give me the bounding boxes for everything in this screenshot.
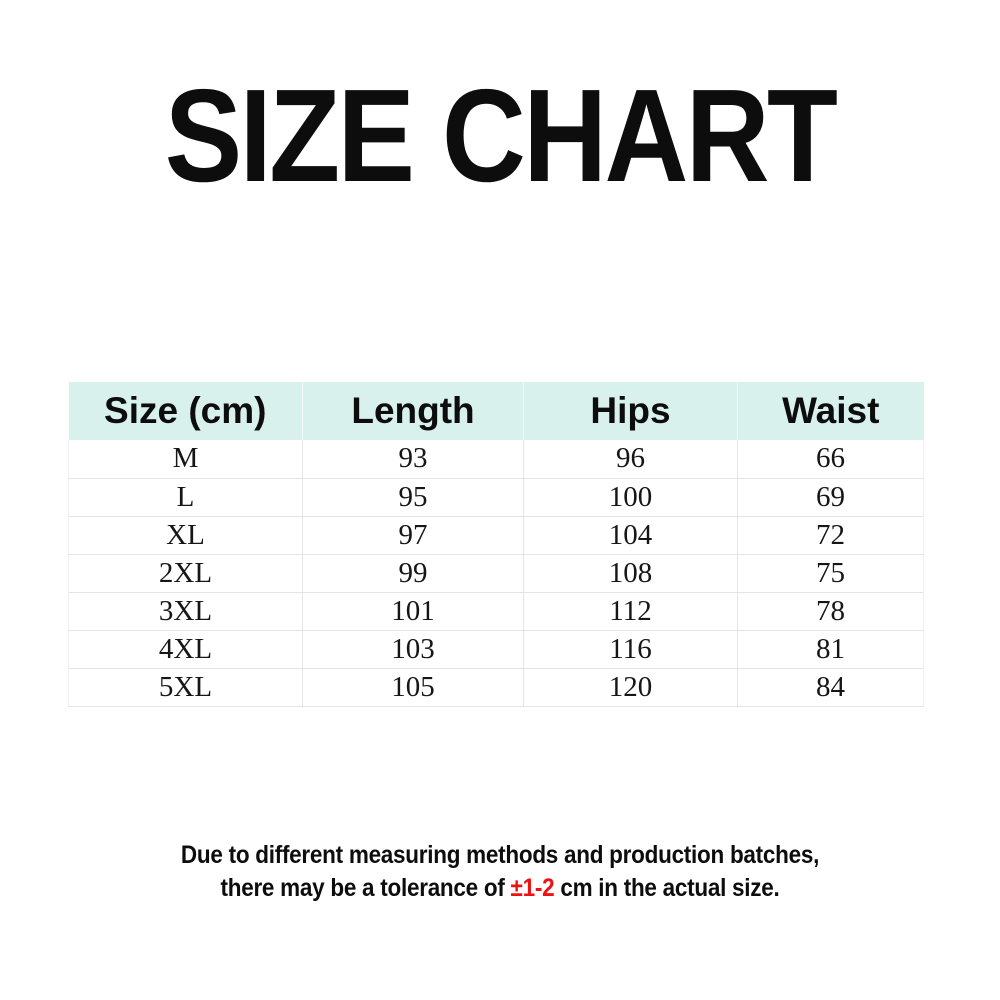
column-header-hips: Hips	[523, 382, 738, 440]
measurement-cell: 100	[523, 477, 738, 516]
measurement-cell: 96	[523, 440, 738, 478]
measurement-cell: 81	[737, 629, 924, 668]
size-chart-table: Size (cm) Length Hips Waist M 93 96 66 L 95 100 69…	[68, 382, 924, 707]
table-body: M 93 96 66 L 95 100 69 XL 97 104 72 2XL 99 108 75 3XL 101…	[68, 440, 924, 707]
measurement-cell: 93	[302, 440, 524, 478]
table-header: Size (cm) Length Hips Waist	[68, 382, 924, 440]
measurement-cell: 69	[737, 477, 924, 516]
size-label-cell: 4XL	[68, 629, 303, 668]
table-row: L 95 100 69	[68, 477, 924, 516]
note-line-2-after: cm in the actual size.	[554, 874, 780, 902]
table-header-row: Size (cm) Length Hips Waist	[68, 382, 924, 440]
table-row: 4XL 103 116 81	[68, 629, 924, 668]
measurement-cell: 66	[737, 440, 924, 478]
page-title: SIZE CHART	[164, 62, 838, 209]
column-header-size-cm: Size (cm)	[68, 382, 303, 440]
size-label-cell: 2XL	[68, 553, 303, 592]
size-label-cell: XL	[68, 515, 303, 554]
tolerance-note: Due to different measuring methods and p…	[50, 839, 950, 905]
note-line-2: there may be a tolerance of ±1-2 cm in t…	[50, 872, 950, 905]
measurement-cell: 103	[302, 629, 524, 668]
measurement-cell: 78	[737, 591, 924, 630]
measurement-cell: 97	[302, 515, 524, 554]
table-row: 2XL 99 108 75	[68, 553, 924, 592]
measurement-cell: 72	[737, 515, 924, 554]
table-row: XL 97 104 72	[68, 515, 924, 554]
table-row: M 93 96 66	[68, 440, 924, 478]
column-header-waist: Waist	[737, 382, 924, 440]
measurement-cell: 120	[523, 667, 738, 707]
note-line-1: Due to different measuring methods and p…	[180, 841, 820, 869]
measurement-cell: 84	[737, 667, 924, 707]
note-line-2-before: there may be a tolerance of	[220, 874, 511, 902]
measurement-cell: 99	[302, 553, 524, 592]
column-header-length: Length	[302, 382, 524, 440]
table-row: 3XL 101 112 78	[68, 591, 924, 630]
measurement-cell: 116	[523, 629, 738, 668]
size-label-cell: 3XL	[68, 591, 303, 630]
measurement-cell: 101	[302, 591, 524, 630]
size-label-cell: 5XL	[68, 667, 303, 707]
measurement-cell: 105	[302, 667, 524, 707]
size-label-cell: L	[68, 477, 303, 516]
table-row: 5XL 105 120 84	[68, 667, 924, 707]
measurement-cell: 108	[523, 553, 738, 592]
measurement-cell: 75	[737, 553, 924, 592]
tolerance-value: ±1-2	[510, 874, 555, 902]
measurement-cell: 112	[523, 591, 738, 630]
size-label-cell: M	[68, 440, 303, 478]
measurement-cell: 95	[302, 477, 524, 516]
measurement-cell: 104	[523, 515, 738, 554]
